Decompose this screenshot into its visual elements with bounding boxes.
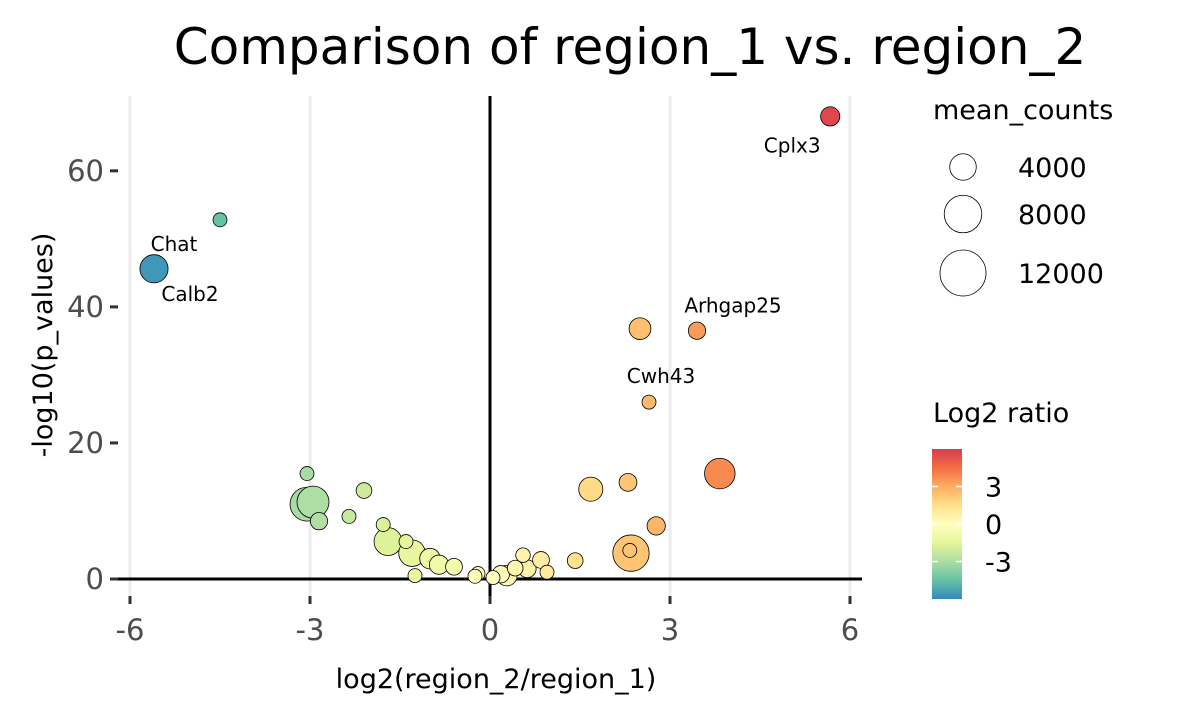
y-tick-label: 0 — [86, 562, 104, 596]
data-point — [341, 509, 357, 524]
data-point — [628, 317, 652, 340]
size-legend-title: mean_counts — [933, 95, 1113, 126]
data-point — [407, 568, 423, 583]
size-legend-label: 4000 — [1018, 153, 1087, 184]
data-point — [212, 212, 228, 228]
size-legend-key — [939, 249, 987, 297]
y-tick-label: 60 — [67, 154, 104, 188]
data-point — [820, 106, 841, 127]
size-legend-key — [943, 194, 983, 234]
size-legend-key — [949, 153, 977, 181]
reference-lines — [118, 96, 862, 596]
y-axis: 0 20 40 60 — [67, 154, 118, 596]
point-label: Chat — [151, 232, 198, 256]
data-point — [355, 482, 373, 499]
data-point — [398, 534, 414, 549]
color-legend-label: -3 — [985, 548, 1012, 579]
y-axis-title: -log10(p_values) — [28, 233, 59, 458]
size-legend-label: 8000 — [1018, 200, 1087, 231]
color-legend-title: Log2 ratio — [933, 398, 1069, 429]
color-legend: Log2 ratio 3 0 -3 — [932, 398, 1069, 599]
point-label: Arhgap25 — [684, 294, 781, 318]
point-label: Cwh43 — [627, 364, 695, 388]
x-tick-label: -3 — [296, 613, 325, 647]
data-point — [566, 552, 584, 569]
data-point — [139, 254, 169, 284]
data-point — [485, 570, 501, 586]
x-tick-label: 0 — [481, 613, 499, 647]
x-tick-label: -6 — [116, 613, 145, 647]
color-legend-label: 3 — [985, 473, 1002, 504]
data-point — [309, 512, 329, 531]
data-point — [704, 457, 736, 490]
chart-title: Comparison of region_1 vs. region_2 — [174, 18, 1087, 76]
x-tick-label: 6 — [841, 613, 859, 647]
data-point — [506, 559, 524, 577]
size-legend-label: 12000 — [1018, 259, 1104, 290]
y-tick-label: 40 — [67, 290, 104, 324]
data-point — [539, 564, 555, 580]
x-axis-title: log2(region_2/region_1) — [336, 664, 657, 695]
data-point — [618, 473, 638, 492]
data-point — [299, 466, 315, 481]
data-point — [515, 547, 531, 563]
data-point — [578, 476, 604, 502]
data-point — [687, 321, 707, 340]
x-axis: -6 -3 0 3 6 — [116, 596, 859, 647]
data-point — [375, 517, 391, 532]
x-tick-label: 3 — [661, 613, 679, 647]
data-point — [641, 394, 657, 410]
data-point — [445, 557, 463, 576]
data-point — [646, 516, 666, 536]
data-point — [622, 543, 638, 558]
point-label: Cplx3 — [764, 133, 821, 157]
size-legend: mean_counts 4000 8000 12000 — [933, 95, 1113, 297]
data-point — [296, 485, 330, 519]
data-points — [139, 106, 841, 587]
point-label: Calb2 — [161, 282, 218, 306]
data-point — [467, 568, 483, 584]
point-labels: Cplx3 Chat Calb2 Arhgap25 Cwh43 — [151, 133, 821, 388]
y-tick-label: 20 — [67, 426, 104, 460]
color-legend-label: 0 — [985, 510, 1002, 541]
data-point — [373, 527, 403, 556]
